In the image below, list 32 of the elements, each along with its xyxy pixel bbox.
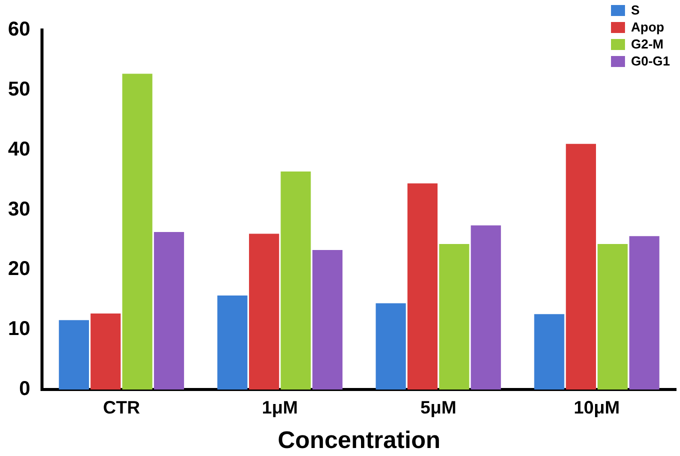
x-tick-label: 1μM — [262, 397, 298, 418]
x-tick-label: 5μM — [420, 397, 456, 418]
x-tick-label: 10μM — [574, 397, 620, 418]
legend-label: G0-G1 — [630, 54, 670, 69]
bar — [407, 183, 438, 390]
legend-label: G2-M — [630, 36, 664, 52]
bar — [629, 236, 660, 390]
bar — [534, 314, 564, 390]
bar — [58, 320, 89, 390]
legend-label: Apop — [630, 20, 664, 35]
bar — [470, 225, 501, 390]
y-tick-label: 40 — [8, 138, 30, 160]
y-tick-label: 50 — [8, 78, 30, 100]
y-tick-label: 60 — [8, 18, 30, 41]
bar — [154, 232, 184, 390]
legend-label: S — [630, 2, 640, 18]
x-axis-title: Concentration — [278, 427, 440, 454]
bar — [90, 313, 121, 390]
bar — [598, 244, 628, 390]
bar — [376, 303, 406, 390]
bar — [312, 250, 342, 390]
x-tick-label: CTR — [102, 397, 140, 418]
bar — [280, 171, 311, 390]
bar — [122, 74, 152, 390]
bar — [439, 244, 470, 390]
bar — [566, 144, 596, 390]
bar — [217, 296, 248, 390]
bar — [249, 234, 280, 390]
y-tick-label: 10 — [8, 318, 30, 340]
y-tick-label: 30 — [8, 198, 30, 220]
y-tick-label: 20 — [8, 258, 30, 280]
y-tick-label: 0 — [19, 378, 30, 400]
